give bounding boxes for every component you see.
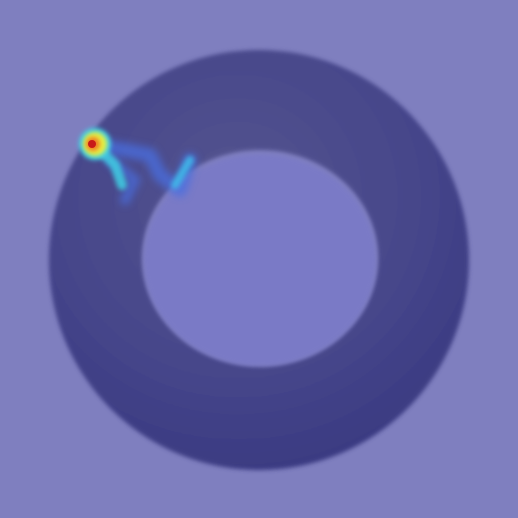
trail-blue bbox=[88, 138, 197, 197]
trail-cyan bbox=[171, 156, 194, 189]
heat-trail bbox=[79, 128, 197, 205]
arena-center bbox=[144, 154, 376, 366]
hotspot-core bbox=[88, 140, 96, 148]
